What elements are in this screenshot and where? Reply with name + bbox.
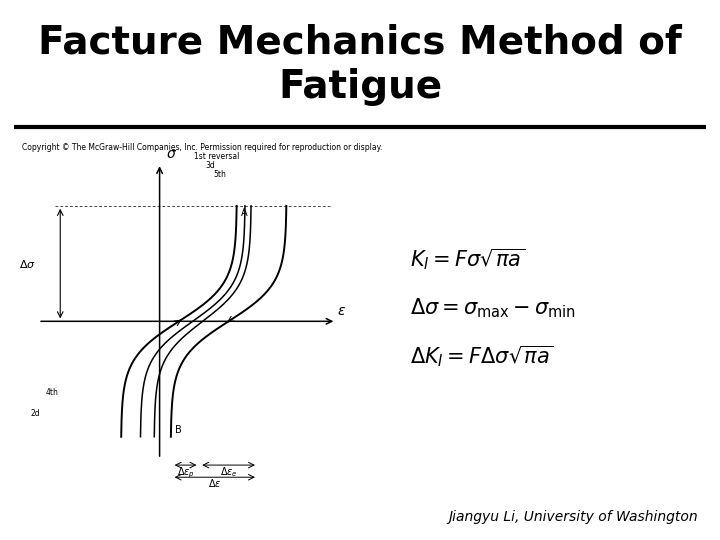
Text: $K_I = F\sigma\sqrt{\pi a}$: $K_I = F\sigma\sqrt{\pi a}$ (410, 246, 526, 272)
Text: $\sigma$: $\sigma$ (166, 147, 177, 161)
Text: $\Delta K_I = F\Delta\sigma\sqrt{\pi a}$: $\Delta K_I = F\Delta\sigma\sqrt{\pi a}$ (410, 343, 554, 369)
Text: 1st reversal: 1st reversal (194, 152, 240, 161)
Text: 5th: 5th (214, 170, 227, 179)
Text: $\Delta\varepsilon_e$: $\Delta\varepsilon_e$ (220, 465, 238, 479)
Text: Facture Mechanics Method of
Fatigue: Facture Mechanics Method of Fatigue (38, 24, 682, 106)
Text: Copyright © The McGraw-Hill Companies, Inc. Permission required for reproduction: Copyright © The McGraw-Hill Companies, I… (22, 143, 382, 152)
Text: $\Delta\varepsilon_p$: $\Delta\varepsilon_p$ (176, 465, 194, 480)
Text: A: A (240, 208, 247, 218)
Text: $\varepsilon$: $\varepsilon$ (338, 304, 346, 318)
Text: $\Delta\varepsilon$: $\Delta\varepsilon$ (208, 477, 222, 489)
Text: $\Delta\sigma = \sigma_{\mathrm{max}} - \sigma_{\mathrm{min}}$: $\Delta\sigma = \sigma_{\mathrm{max}} - … (410, 296, 577, 320)
Text: $\Delta\sigma$: $\Delta\sigma$ (19, 258, 35, 269)
Text: B: B (175, 424, 181, 435)
Text: Jiangyu Li, University of Washington: Jiangyu Li, University of Washington (449, 510, 698, 524)
Text: 4th: 4th (45, 388, 58, 397)
Text: 3d: 3d (205, 161, 215, 171)
Text: 2d: 2d (30, 409, 40, 418)
